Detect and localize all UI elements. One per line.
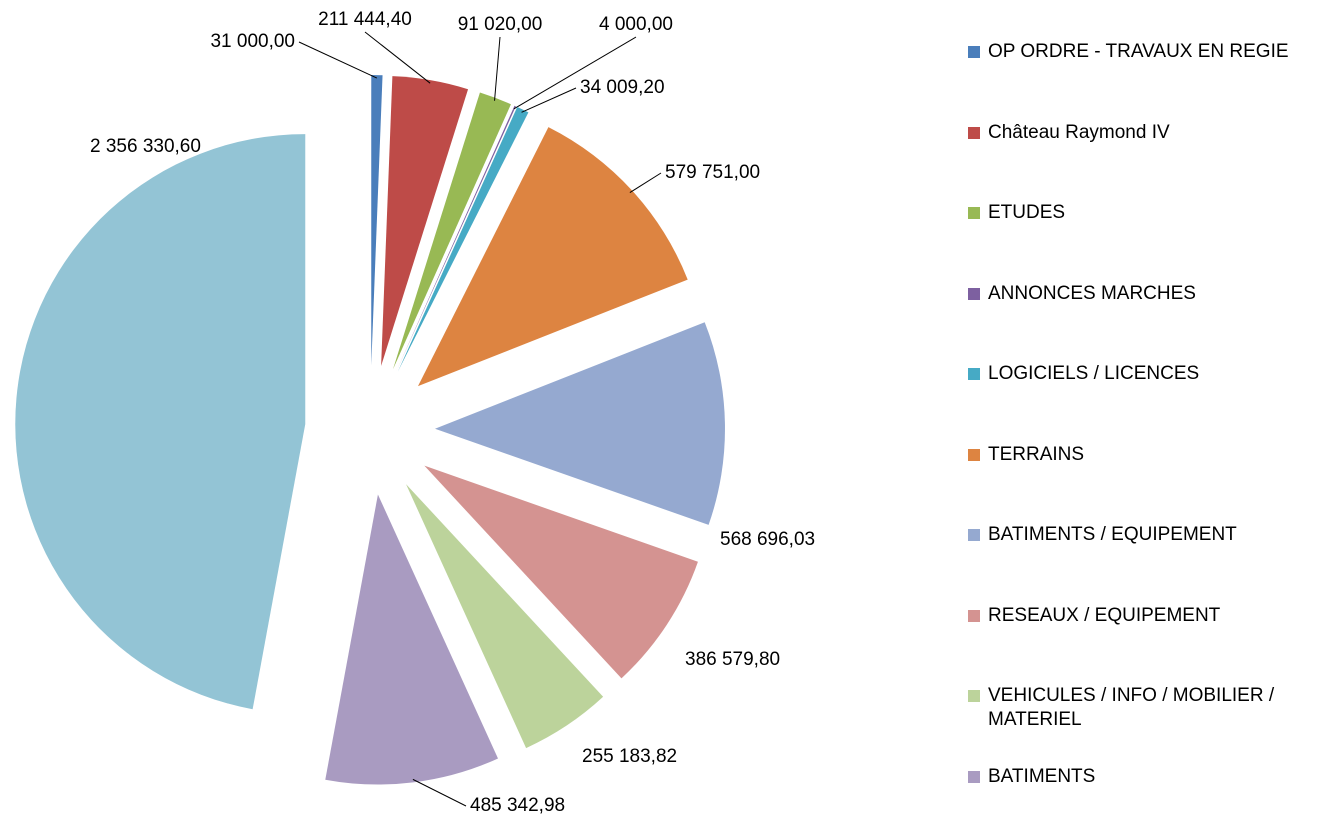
data-label: 579 751,00: [665, 162, 760, 183]
legend-swatch: [968, 770, 980, 783]
legend-label: ETUDES: [988, 202, 1066, 223]
data-label: 211 444,40: [318, 9, 412, 30]
data-label: 34 009,20: [580, 77, 665, 98]
legend-item: BATIMENTS / EQUIPEMENT: [968, 523, 1318, 547]
legend-item: ANNONCES MARCHES: [968, 282, 1318, 306]
data-label: 386 579,80: [685, 649, 780, 670]
data-label: 485 342,98: [470, 795, 565, 816]
pie-slice: [15, 134, 306, 710]
legend-item: VEHICULES / INFO / MOBILIER / MATERIEL: [968, 684, 1318, 732]
data-label: 568 696,03: [720, 529, 815, 550]
legend-swatch: [968, 368, 980, 380]
leader-line: [364, 31, 431, 84]
legend-label: TERRAINS: [988, 443, 1085, 465]
pie-slice: [406, 484, 604, 749]
legend-item: BATIMENTS: [968, 765, 1318, 789]
legend-label: Château Raymond IV: [988, 121, 1170, 143]
legend-swatch: [968, 609, 980, 622]
legend-label: BATIMENTS / EQUIPEMENT: [988, 524, 1237, 545]
pie-slice: [381, 76, 469, 366]
legend-swatch: [968, 690, 980, 702]
legend-item: RESEAUX / EQUIPEMENT: [968, 604, 1318, 628]
legend-item: ETUDES: [968, 201, 1318, 225]
pie-slice: [417, 127, 688, 387]
legend-label: VEHICULES / INFO / MOBILIER / MATERIEL: [988, 685, 1275, 730]
legend-item: TERRAINS: [968, 443, 1318, 467]
pie-slice: [424, 465, 698, 679]
legend-label: RESEAUX / EQUIPEMENT: [988, 604, 1221, 626]
legend-swatch: [968, 529, 980, 541]
data-label: 31 000,00: [210, 31, 295, 52]
data-label: 91 020,00: [458, 14, 543, 35]
legend-swatch: [968, 207, 980, 219]
legend-item: LOGICIELS / LICENCES: [968, 362, 1318, 386]
data-label: 2 356 330,60: [90, 136, 201, 157]
legend-item: Château Raymond IV: [968, 121, 1318, 145]
pie-slice: [371, 75, 383, 366]
pie-slice: [396, 105, 516, 371]
pie-slice: [392, 92, 511, 370]
leader-line: [513, 36, 637, 110]
legend-item: OP ORDRE - TRAVAUX EN REGIE: [968, 40, 1318, 64]
leader-line: [298, 41, 378, 79]
legend-label: OP ORDRE - TRAVAUX EN REGIE: [988, 41, 1289, 62]
legend-swatch: [968, 287, 980, 300]
pie-slice: [397, 106, 529, 372]
legend-swatch: [968, 126, 980, 139]
leader-line: [629, 172, 662, 194]
data-label: 255 183,82: [582, 746, 677, 767]
legend-label: ANNONCES MARCHES: [988, 282, 1196, 304]
leader-line: [412, 778, 467, 807]
legend-swatch: [968, 46, 980, 58]
leader-line: [494, 36, 501, 101]
legend-label: BATIMENTS: [988, 765, 1096, 787]
legend-swatch: [968, 448, 980, 461]
data-label: 4 000,00: [599, 14, 673, 35]
legend-label: LOGICIELS / LICENCES: [988, 363, 1200, 384]
pie-slice: [325, 494, 499, 785]
leader-line: [521, 87, 577, 113]
pie-slice: [434, 322, 725, 525]
